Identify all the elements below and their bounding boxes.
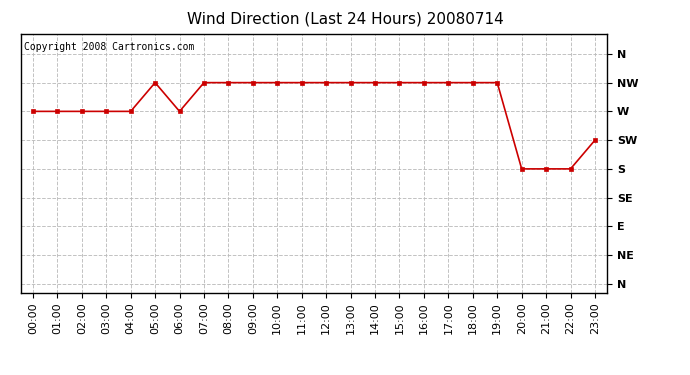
Text: Copyright 2008 Cartronics.com: Copyright 2008 Cartronics.com [23, 42, 194, 51]
Text: Wind Direction (Last 24 Hours) 20080714: Wind Direction (Last 24 Hours) 20080714 [186, 11, 504, 26]
